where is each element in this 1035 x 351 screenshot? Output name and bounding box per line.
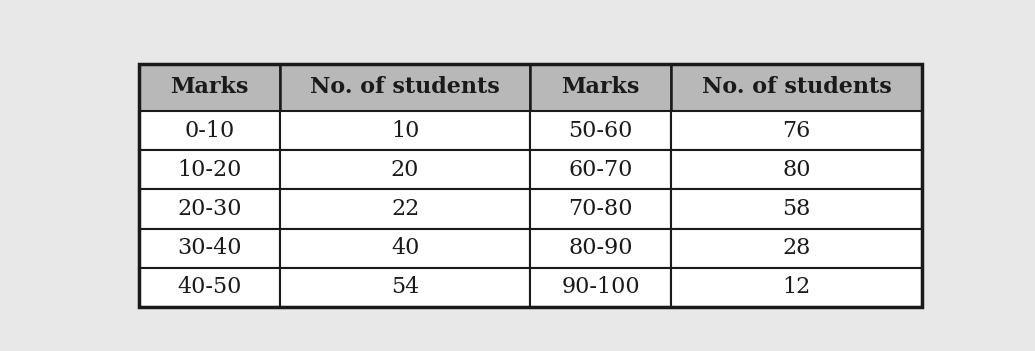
Text: 58: 58 bbox=[782, 198, 810, 220]
Text: 12: 12 bbox=[782, 276, 810, 298]
Bar bbox=[530, 229, 671, 268]
Bar bbox=[279, 268, 530, 307]
Bar bbox=[671, 111, 922, 150]
Text: 70-80: 70-80 bbox=[568, 198, 633, 220]
Text: No. of students: No. of students bbox=[310, 77, 500, 98]
Bar bbox=[671, 268, 922, 307]
Bar bbox=[671, 229, 922, 268]
Bar bbox=[279, 229, 530, 268]
Text: 40-50: 40-50 bbox=[177, 276, 241, 298]
Text: 10: 10 bbox=[391, 120, 419, 142]
Bar bbox=[139, 229, 279, 268]
Text: 20: 20 bbox=[391, 159, 419, 181]
Text: 50-60: 50-60 bbox=[568, 120, 633, 142]
Bar bbox=[530, 150, 671, 190]
Text: 0-10: 0-10 bbox=[184, 120, 235, 142]
Bar bbox=[279, 190, 530, 229]
Bar bbox=[671, 150, 922, 190]
Text: 80-90: 80-90 bbox=[568, 237, 633, 259]
Bar bbox=[139, 268, 279, 307]
Bar bbox=[530, 64, 671, 111]
Text: 80: 80 bbox=[782, 159, 810, 181]
Bar bbox=[530, 190, 671, 229]
Bar bbox=[139, 64, 279, 111]
Bar bbox=[139, 150, 279, 190]
Text: 40: 40 bbox=[391, 237, 419, 259]
Text: 10-20: 10-20 bbox=[177, 159, 241, 181]
Text: 90-100: 90-100 bbox=[562, 276, 640, 298]
Text: 54: 54 bbox=[391, 276, 419, 298]
Text: No. of students: No. of students bbox=[702, 77, 891, 98]
Text: Marks: Marks bbox=[170, 77, 248, 98]
Bar bbox=[279, 64, 530, 111]
Bar bbox=[671, 190, 922, 229]
Bar bbox=[530, 111, 671, 150]
Text: 22: 22 bbox=[391, 198, 419, 220]
Text: 30-40: 30-40 bbox=[177, 237, 241, 259]
Text: 28: 28 bbox=[782, 237, 810, 259]
Bar bbox=[139, 190, 279, 229]
Bar bbox=[139, 111, 279, 150]
Bar bbox=[279, 111, 530, 150]
Text: 76: 76 bbox=[782, 120, 810, 142]
Bar bbox=[530, 268, 671, 307]
Bar bbox=[279, 150, 530, 190]
Text: 60-70: 60-70 bbox=[568, 159, 633, 181]
Text: Marks: Marks bbox=[562, 77, 640, 98]
Bar bbox=[671, 64, 922, 111]
Text: 20-30: 20-30 bbox=[177, 198, 241, 220]
